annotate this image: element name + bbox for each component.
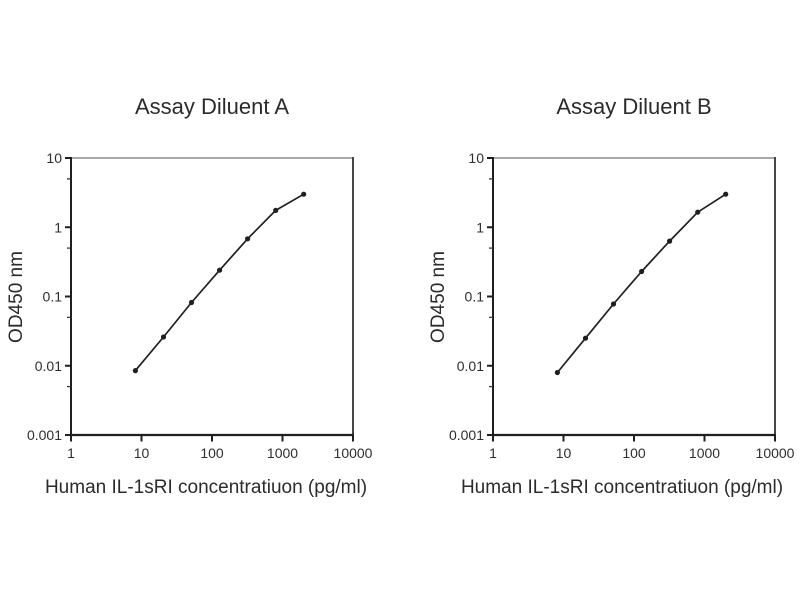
- y-tick-label: 0.1: [465, 289, 485, 305]
- x-tick-label: 1000: [267, 445, 298, 461]
- y-tick-label: 0.01: [457, 358, 484, 374]
- x-tick-label: 1000: [689, 445, 720, 461]
- chart-b-x-axis-label: Human IL-1sRI concentratiuon (pg/ml): [460, 477, 784, 498]
- data-point-marker: [132, 368, 138, 374]
- chart-a-x-axis-label: Human IL-1sRI concentratiuon (pg/ml): [44, 477, 368, 498]
- y-tick-label: 10: [468, 150, 484, 166]
- y-tick-label: 10: [46, 150, 62, 166]
- standard-curve-line: [134, 193, 305, 372]
- y-tick-label: 0.01: [35, 358, 62, 374]
- data-point-marker: [188, 299, 195, 306]
- chart-b-title: Assay Diluent B: [556, 94, 712, 119]
- x-tick-label: 1: [67, 445, 75, 461]
- data-point-marker: [554, 369, 561, 376]
- standard-curve-line: [556, 193, 727, 374]
- data-point-marker: [217, 267, 223, 273]
- x-tick-label: 10: [134, 445, 150, 461]
- data-point-marker: [639, 268, 645, 275]
- data-point-marker: [273, 207, 279, 213]
- x-tick-label: 100: [622, 445, 646, 461]
- data-point-marker: [582, 335, 589, 341]
- data-point-marker: [667, 238, 673, 244]
- chart-b-y-axis-label: OD450 nm: [428, 251, 449, 343]
- x-tick-label: 10: [556, 445, 572, 461]
- chart-a-title: Assay Diluent A: [134, 94, 290, 119]
- x-tick-label: 1: [489, 445, 497, 461]
- y-tick-label: 0.1: [43, 289, 63, 305]
- data-point-marker: [610, 301, 617, 307]
- y-tick-label: 1: [54, 219, 62, 235]
- y-tick-label: 0.001: [449, 427, 484, 443]
- chart-a-y-axis-label: OD450 nm: [6, 251, 27, 343]
- data-point-marker: [695, 209, 701, 215]
- y-tick-label: 1: [476, 219, 484, 235]
- data-point-marker: [245, 236, 251, 242]
- x-tick-label: 10000: [334, 445, 373, 461]
- x-tick-label: 10000: [756, 445, 795, 461]
- data-point-marker: [723, 191, 729, 197]
- x-tick-label: 100: [200, 445, 224, 461]
- y-tick-label: 0.001: [27, 427, 62, 443]
- data-point-marker: [160, 334, 167, 340]
- data-point-marker: [301, 191, 307, 197]
